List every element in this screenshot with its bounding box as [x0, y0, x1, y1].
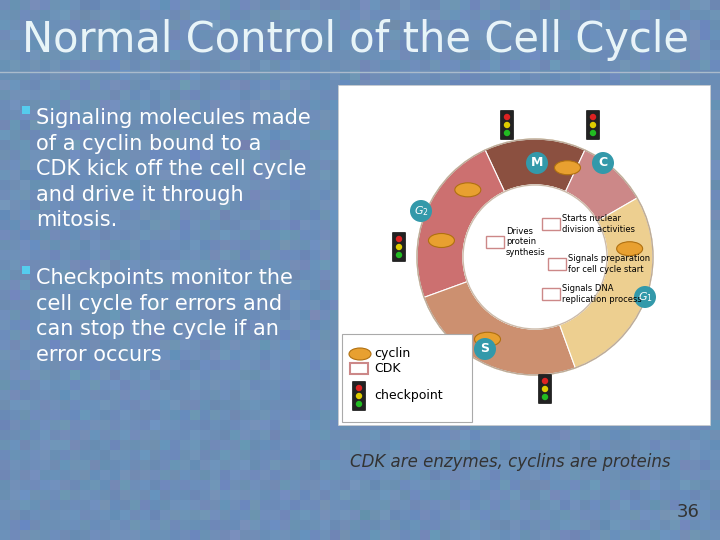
Bar: [22, 106, 30, 114]
FancyBboxPatch shape: [500, 111, 513, 139]
Bar: [342, 334, 472, 422]
Circle shape: [541, 386, 548, 392]
FancyBboxPatch shape: [587, 111, 600, 139]
Circle shape: [541, 378, 548, 384]
Bar: [350, 363, 368, 374]
Text: Starts nuclear
division activities: Starts nuclear division activities: [562, 214, 635, 234]
Text: cyclin: cyclin: [374, 348, 410, 361]
Circle shape: [634, 286, 656, 308]
Text: Signals DNA
replication process: Signals DNA replication process: [562, 284, 642, 303]
Ellipse shape: [554, 161, 580, 175]
Circle shape: [590, 122, 596, 128]
Text: Normal Control of the Cell Cycle: Normal Control of the Cell Cycle: [22, 19, 689, 61]
Text: CDK are enzymes, cyclins are proteins: CDK are enzymes, cyclins are proteins: [350, 453, 670, 471]
Bar: [22, 266, 30, 274]
Ellipse shape: [474, 332, 500, 346]
Bar: [338, 85, 710, 425]
Text: Drives
protein
synthesis: Drives protein synthesis: [506, 227, 546, 257]
Text: CDK: CDK: [374, 362, 400, 375]
Wedge shape: [565, 150, 637, 221]
FancyBboxPatch shape: [353, 381, 366, 410]
Circle shape: [526, 152, 548, 174]
Text: M: M: [531, 157, 543, 170]
Ellipse shape: [455, 183, 481, 197]
Circle shape: [356, 385, 362, 391]
Text: checkpoint: checkpoint: [374, 389, 443, 402]
Text: Signals preparation
for cell cycle start: Signals preparation for cell cycle start: [568, 254, 650, 274]
FancyBboxPatch shape: [392, 233, 405, 261]
Circle shape: [463, 185, 607, 329]
Circle shape: [590, 130, 596, 136]
Wedge shape: [485, 139, 585, 192]
Text: $G_2$: $G_2$: [413, 204, 428, 218]
Circle shape: [396, 252, 402, 258]
Circle shape: [592, 152, 614, 174]
Circle shape: [356, 401, 362, 407]
Text: 36: 36: [677, 503, 700, 521]
Text: Signaling molecules made
of a cyclin bound to a
CDK kick off the cell cycle
and : Signaling molecules made of a cyclin bou…: [36, 108, 311, 231]
Circle shape: [504, 122, 510, 128]
Text: C: C: [598, 157, 608, 170]
Wedge shape: [424, 282, 575, 375]
FancyBboxPatch shape: [542, 288, 560, 300]
Circle shape: [541, 394, 548, 400]
Circle shape: [417, 139, 653, 375]
Text: Checkpoints monitor the
cell cycle for errors and
can stop the cycle if an
error: Checkpoints monitor the cell cycle for e…: [36, 268, 293, 365]
Text: $G_1$: $G_1$: [638, 290, 652, 304]
Wedge shape: [559, 198, 653, 368]
Ellipse shape: [428, 233, 454, 247]
Circle shape: [410, 200, 432, 222]
Ellipse shape: [616, 242, 643, 256]
FancyBboxPatch shape: [486, 236, 504, 248]
Text: S: S: [480, 342, 490, 355]
Circle shape: [396, 244, 402, 250]
Circle shape: [504, 130, 510, 136]
FancyBboxPatch shape: [542, 218, 560, 230]
Ellipse shape: [349, 348, 371, 360]
Circle shape: [356, 393, 362, 399]
Circle shape: [396, 236, 402, 242]
FancyBboxPatch shape: [539, 375, 552, 403]
Circle shape: [504, 114, 510, 120]
Circle shape: [463, 185, 607, 329]
FancyBboxPatch shape: [548, 258, 566, 270]
Circle shape: [590, 114, 596, 120]
Wedge shape: [417, 150, 505, 298]
Circle shape: [474, 338, 496, 360]
